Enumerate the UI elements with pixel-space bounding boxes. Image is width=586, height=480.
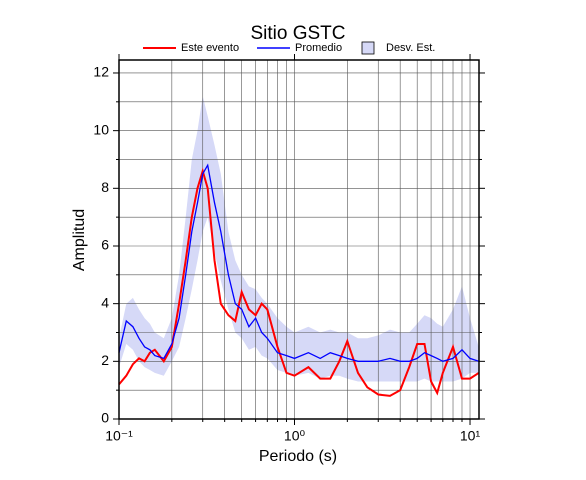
x-tick-label: 10⁰ [284, 428, 306, 444]
std-band [119, 96, 479, 382]
series-line [118, 163, 479, 362]
y-tick-label: 12 [93, 64, 109, 80]
series-line [118, 167, 480, 397]
y-tick-label: 6 [101, 237, 109, 253]
legend-label: Este evento [181, 42, 239, 54]
y-tick-label: 8 [101, 179, 109, 195]
y-tick-label: 0 [101, 410, 109, 426]
plot-frame [118, 59, 480, 420]
legend-label: Promedio [295, 42, 342, 54]
x-tick-label: 10¹ [460, 428, 481, 444]
y-tick-label: 4 [101, 294, 109, 310]
legend-swatch [361, 41, 375, 55]
y-tick-label: 10 [93, 121, 109, 137]
legend-label: Desv. Est. [386, 42, 435, 54]
y-axis-label: Amplitud [71, 209, 88, 271]
chart-title: Sitio GSTC [250, 23, 345, 44]
y-tick-label: 2 [101, 352, 109, 368]
x-axis-label: Periodo (s) [259, 448, 337, 465]
x-tick-label: 10⁻¹ [105, 428, 133, 444]
